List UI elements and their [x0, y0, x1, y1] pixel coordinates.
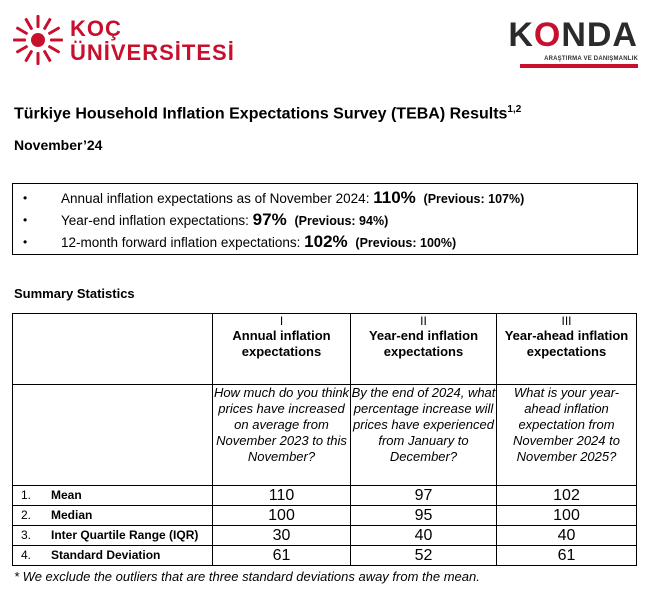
bullet-icon: • [23, 191, 28, 205]
table-row: 4. Standard Deviation 61 52 61 [12, 545, 637, 566]
row-label-text: Inter Quartile Range (IQR) [51, 528, 199, 542]
highlight-text: Annual inflation expectations as of Nove… [61, 191, 370, 206]
table-row: 1. Mean 110 97 102 [12, 485, 637, 506]
table-question-row: How much do you think prices have increa… [12, 384, 637, 486]
row-number: 4. [21, 548, 32, 562]
konda-letter-o: O [533, 16, 562, 54]
highlight-previous: (Previous: 100%) [355, 236, 457, 250]
table-cell: 97 [350, 485, 497, 506]
page-title: Türkiye Household Inflation Expectations… [14, 104, 521, 123]
highlight-text: 12-month forward inflation expectations: [61, 235, 301, 250]
column-roman-numeral: II [420, 314, 427, 328]
table-cell: 61 [496, 545, 637, 566]
row-label: 3. Inter Quartile Range (IQR) [12, 525, 213, 546]
page-subtitle: November’24 [14, 137, 103, 153]
summary-statistics-heading: Summary Statistics [14, 286, 135, 301]
table-empty-cell [12, 384, 213, 486]
table-cell: 102 [496, 485, 637, 506]
highlight-value: 102% [304, 232, 348, 251]
row-label: 2. Median [12, 505, 213, 526]
summary-statistics-table: I Annual inflation expectations II Year-… [12, 313, 637, 566]
row-label-text: Mean [51, 488, 82, 502]
row-label: 1. Mean [12, 485, 213, 506]
table-cell: 52 [350, 545, 497, 566]
table-cell: 40 [350, 525, 497, 546]
bullet-icon: • [23, 213, 28, 227]
column-question: By the end of 2024, what percentage incr… [350, 384, 497, 486]
koc-university-logo: KOÇ ÜNİVERSİTESİ [12, 14, 252, 66]
column-roman-numeral: I [279, 314, 284, 328]
highlights-box: • Annual inflation expectations as of No… [12, 183, 638, 255]
konda-letters-rest: NDA [561, 16, 638, 54]
konda-logo: KONDA ARAŞTIRMA VE DANIŞMANLIK [498, 16, 638, 68]
table-row: 2. Median 100 95 100 [12, 505, 637, 526]
footnote: * We exclude the outliers that are three… [14, 569, 480, 584]
bullet-icon: • [23, 235, 28, 249]
column-roman-numeral: III [561, 314, 572, 328]
table-cell: 95 [350, 505, 497, 526]
column-header: I Annual inflation expectations [212, 313, 351, 385]
row-number: 3. [21, 528, 32, 542]
highlight-content: Annual inflation expectations as of Nove… [61, 187, 524, 210]
column-heading: Year-end inflation expectations [368, 328, 479, 359]
row-label-text: Standard Deviation [51, 548, 161, 562]
table-header-row: I Annual inflation expectations II Year-… [12, 313, 637, 385]
table-cell: 110 [212, 485, 351, 506]
konda-accent-bar [520, 64, 638, 68]
row-label: 4. Standard Deviation [12, 545, 213, 566]
column-heading: Annual inflation expectations [232, 328, 331, 359]
table-cell: 100 [212, 505, 351, 526]
highlight-value: 110% [373, 188, 416, 207]
table-cell: 40 [496, 525, 637, 546]
table-corner-cell [12, 313, 213, 385]
column-question: How much do you think prices have increa… [212, 384, 351, 486]
koc-sunburst-icon [13, 15, 63, 65]
konda-wordmark: KONDA [508, 16, 638, 55]
table-cell: 30 [212, 525, 351, 546]
highlight-value: 97% [252, 210, 287, 229]
column-heading: Year-ahead inflation expectations [504, 328, 629, 359]
row-number: 2. [21, 508, 32, 522]
highlight-previous: (Previous: 107%) [423, 192, 525, 206]
table-cell: 100 [496, 505, 637, 526]
row-label-text: Median [51, 508, 93, 522]
konda-tagline: ARAŞTIRMA VE DANIŞMANLIK [544, 56, 638, 62]
column-header: III Year-ahead inflation expectations [496, 313, 637, 385]
highlight-content: 12-month forward inflation expectations:… [61, 231, 456, 254]
koc-logo-line1: KOÇ [70, 16, 122, 41]
table-row: 3. Inter Quartile Range (IQR) 30 40 40 [12, 525, 637, 546]
page-title-text: Türkiye Household Inflation Expectations… [14, 105, 508, 123]
column-header: II Year-end inflation expectations [350, 313, 497, 385]
table-cell: 61 [212, 545, 351, 566]
column-question: What is your year-ahead inflation expect… [496, 384, 637, 486]
highlight-previous: (Previous: 94%) [294, 214, 389, 228]
koc-logo-line2: ÜNİVERSİTESİ [70, 40, 235, 65]
konda-letter-k: K [508, 16, 534, 54]
highlight-content: Year-end inflation expectations: 97% (Pr… [61, 209, 388, 232]
title-footnote-marker: 1,2 [507, 104, 522, 115]
highlight-text: Year-end inflation expectations: [61, 213, 249, 228]
row-number: 1. [21, 488, 32, 502]
